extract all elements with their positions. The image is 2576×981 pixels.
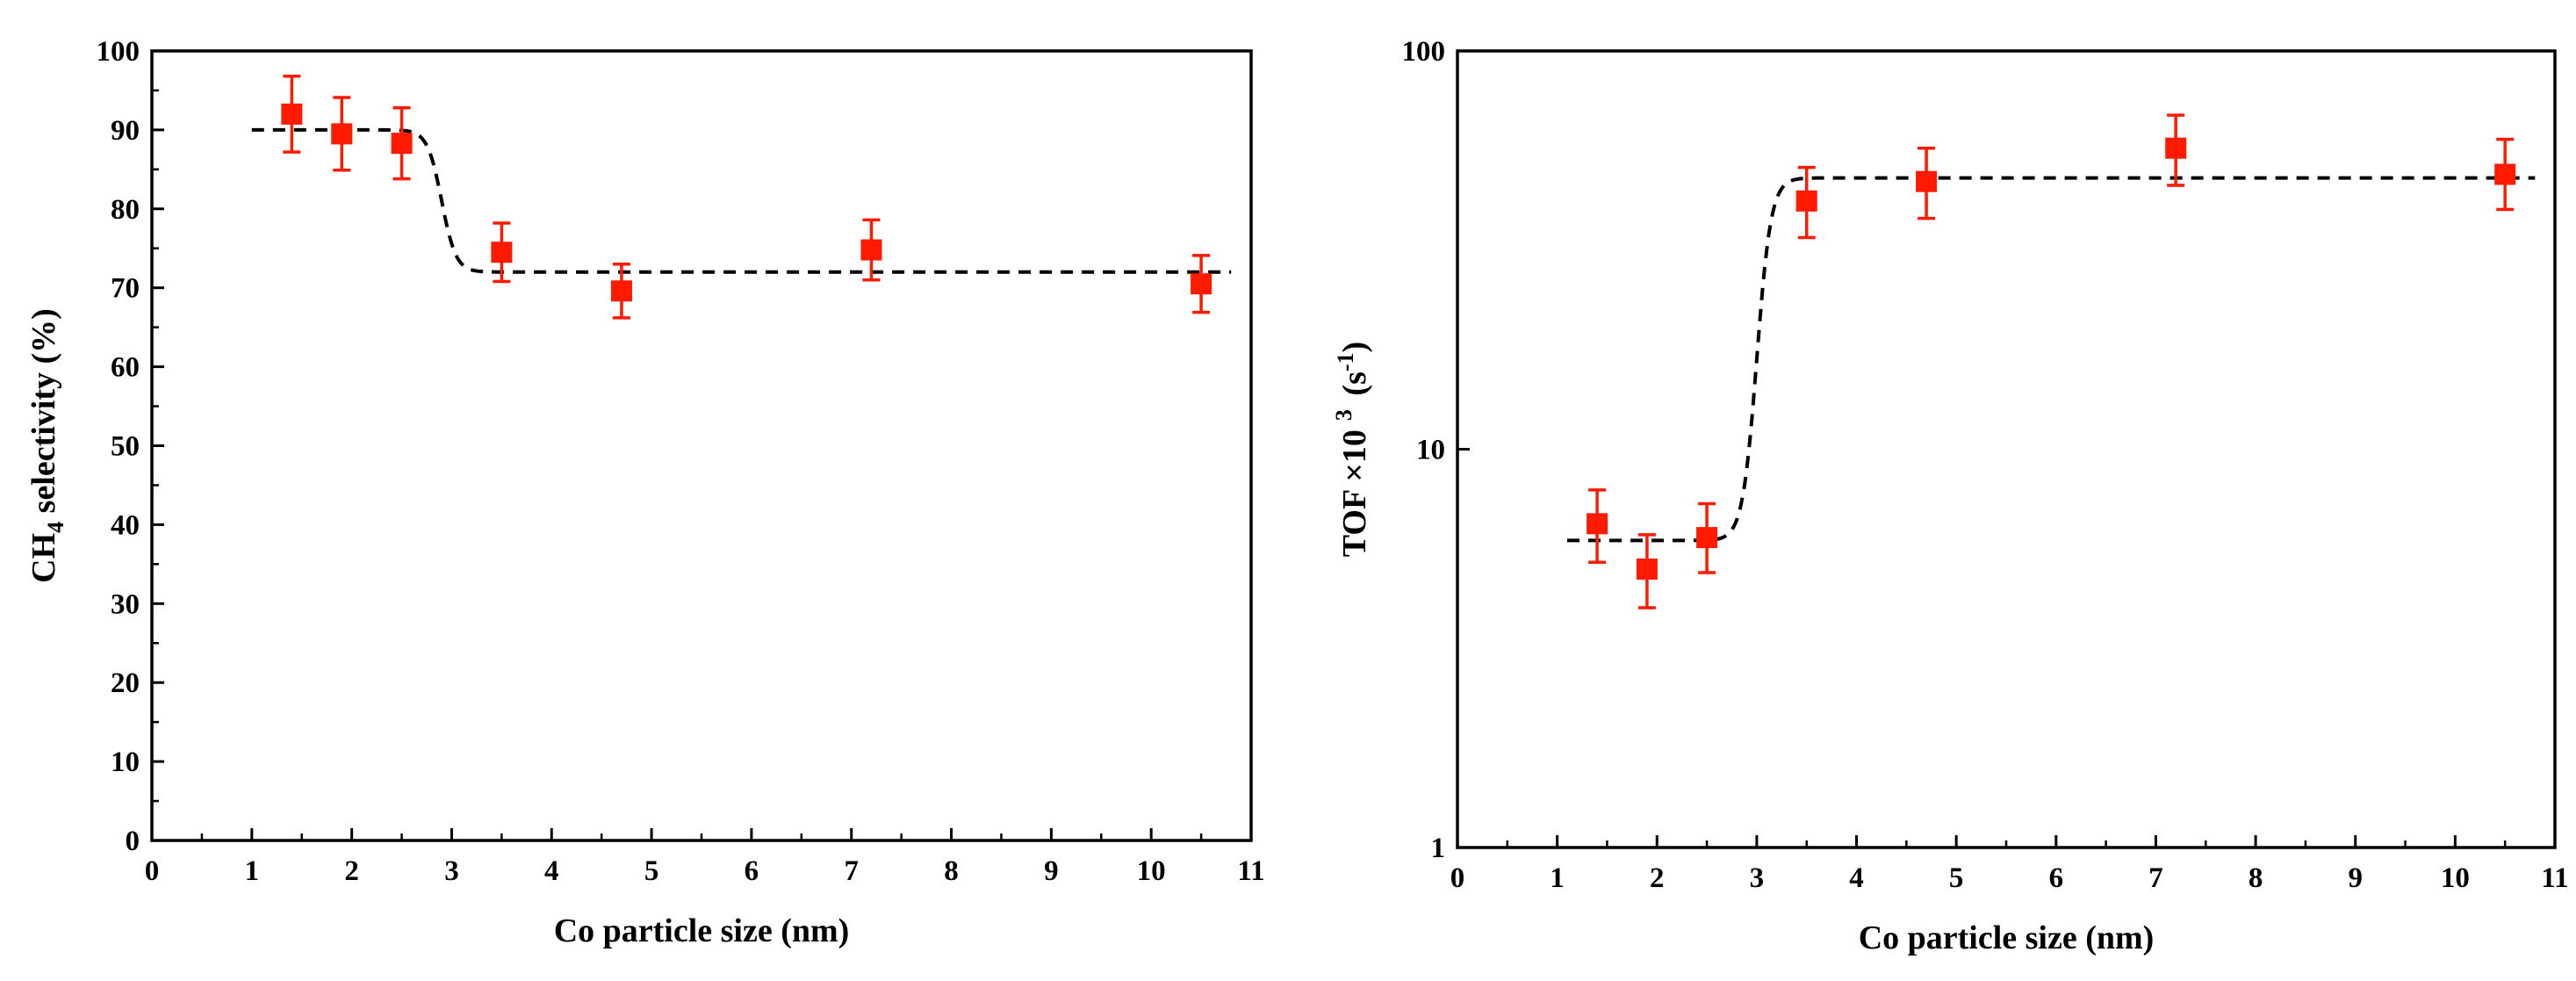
square-marker [1916, 170, 1938, 192]
x-tick-label: 10 [1137, 855, 1166, 887]
y-tick-label: 0 [126, 826, 140, 857]
trend-dashed-line [1567, 176, 2536, 543]
y-tick-label: 10 [111, 747, 140, 778]
x-tick-label: 5 [1949, 862, 1964, 894]
x-tick-label: 0 [1450, 862, 1465, 894]
y-axis-title-right: TOF ×10 3 (s-1) [1331, 342, 1373, 557]
square-marker [2165, 137, 2187, 159]
y-axis-title-left: CH4 selectivity (%) [25, 308, 68, 583]
y-tick-label: 30 [111, 588, 140, 620]
x-tick-label: 11 [1237, 855, 1264, 887]
data-points-left [281, 75, 1212, 320]
data-point [391, 105, 413, 181]
ticks-left: 0 1 2 3 4 5 6 7 8 9 10 11 0 10 20 30 40 50 60 70 80 90 100 [97, 36, 1265, 887]
data-point [491, 221, 513, 284]
y-tick-label: 10 [1416, 435, 1445, 466]
square-marker [1587, 513, 1608, 535]
data-point [2165, 113, 2187, 187]
square-marker [281, 103, 303, 125]
square-marker [1191, 273, 1212, 295]
y-tick-label: 60 [111, 352, 140, 384]
y-axis-title-subscript: 4 [43, 522, 68, 533]
y-tick-label: 80 [111, 194, 140, 226]
x-tick-label: 3 [444, 855, 459, 887]
square-marker [1636, 559, 1658, 581]
x-tick-label: 7 [844, 855, 859, 887]
y-tick-label: 70 [111, 273, 140, 305]
y-tick-label: 100 [97, 36, 140, 68]
x-tick-label: 9 [2348, 862, 2363, 894]
y-axis-title-close: ) [1336, 342, 1373, 353]
y-axis-title-main: CH [25, 533, 62, 583]
data-point [610, 262, 632, 320]
data-point [1696, 501, 1718, 574]
square-marker [610, 280, 632, 302]
y-axis-title-rest: selectivity (%) [25, 308, 62, 522]
square-marker [2494, 163, 2516, 185]
trend-dashed-line [251, 127, 1232, 274]
data-point [1795, 165, 1817, 240]
x-tick-label: 9 [1044, 855, 1059, 887]
x-tick-label: 11 [2541, 862, 2568, 894]
x-tick-label: 4 [1849, 862, 1864, 894]
data-point [1191, 254, 1212, 314]
chart-left: 0 1 2 3 4 5 6 7 8 9 10 11 0 10 20 30 40 50 60 70 80 90 100 Co … [25, 36, 1265, 949]
square-marker [491, 242, 513, 263]
x-axis-title-left: Co particle size (nm) [554, 912, 850, 949]
y-tick-label: 100 [1402, 36, 1446, 68]
x-axis-title-right: Co particle size (nm) [1859, 920, 2155, 956]
trend-line-left [251, 127, 1232, 274]
square-marker [331, 123, 353, 145]
y-axis-title-rest: (s [1336, 371, 1373, 404]
y-axis-title-superscript-2: -1 [1333, 352, 1358, 371]
x-tick-label: 10 [2441, 862, 2470, 894]
x-tick-label: 3 [1750, 862, 1765, 894]
y-tick-label: 50 [111, 431, 140, 463]
x-tick-label: 4 [544, 855, 559, 887]
y-axis-title-superscript: 3 [1331, 409, 1356, 421]
data-point [2494, 137, 2516, 212]
x-tick-label: 8 [944, 855, 959, 887]
x-tick-label: 6 [2049, 862, 2064, 894]
plot-frame-left [150, 49, 1253, 842]
y-tick-label: 20 [111, 667, 140, 699]
y-axis-title-main: TOF ×10 [1336, 429, 1373, 557]
y-tick-label: 1 [1431, 833, 1446, 864]
square-marker [1795, 190, 1817, 212]
y-tick-label: 40 [111, 509, 140, 541]
data-points-right [1587, 113, 2516, 610]
x-tick-label: 6 [745, 855, 759, 887]
data-point [331, 96, 353, 172]
x-tick-label: 1 [245, 855, 260, 887]
x-tick-label: 1 [1550, 862, 1565, 894]
data-point [1587, 488, 1608, 565]
y-tick-label: 90 [111, 115, 140, 147]
x-tick-label: 0 [145, 855, 160, 887]
square-marker [860, 239, 882, 261]
square-marker [1696, 527, 1718, 549]
x-tick-label: 7 [2148, 862, 2163, 894]
plot-frame-right [1456, 49, 2557, 849]
x-tick-label: 2 [344, 855, 359, 887]
data-point [1916, 146, 1938, 220]
square-marker [391, 133, 413, 155]
data-point [1636, 533, 1658, 610]
trend-line-right [1567, 176, 2536, 543]
x-tick-label: 2 [1650, 862, 1665, 894]
x-tick-label: 5 [644, 855, 659, 887]
data-point [281, 75, 303, 154]
data-point [860, 218, 882, 282]
x-tick-label: 8 [2249, 862, 2263, 894]
